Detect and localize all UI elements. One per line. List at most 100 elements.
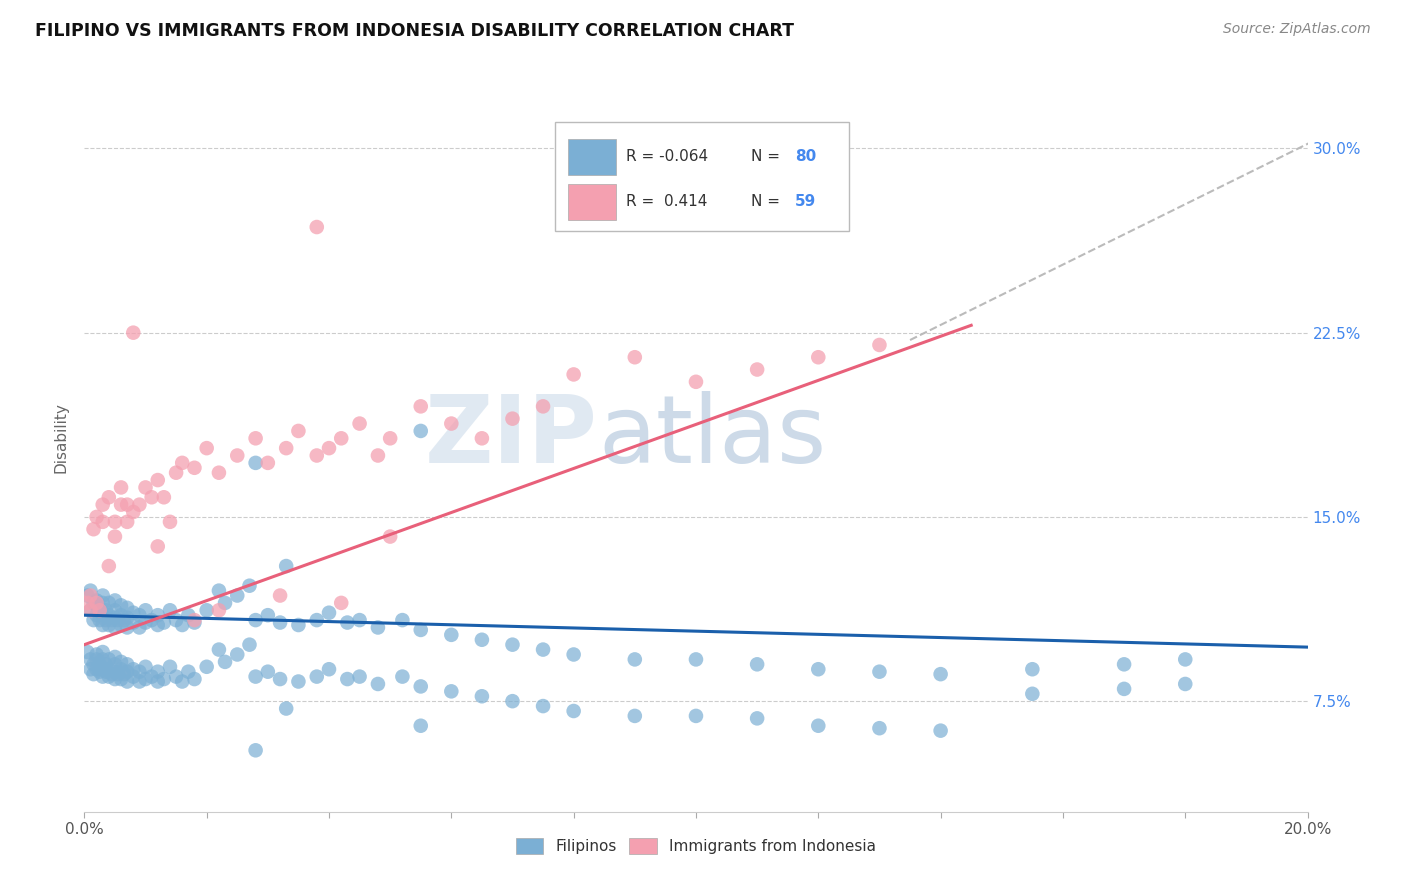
Point <box>409 719 432 733</box>
Point <box>91 498 114 512</box>
Point <box>624 709 647 723</box>
Point <box>807 719 830 733</box>
Point <box>318 441 340 455</box>
Point <box>83 657 105 672</box>
Point <box>685 709 707 723</box>
Point <box>91 515 114 529</box>
Point <box>91 618 114 632</box>
Point <box>97 608 120 623</box>
Point <box>110 480 132 494</box>
Point <box>97 662 120 676</box>
Point <box>531 400 554 414</box>
Point <box>409 680 432 694</box>
Point <box>146 665 169 679</box>
Point <box>245 456 267 470</box>
Point <box>135 615 157 630</box>
Point <box>269 589 291 603</box>
Point <box>195 603 218 617</box>
Point <box>245 743 267 757</box>
Point <box>122 505 145 519</box>
Point <box>1174 652 1197 666</box>
Point <box>409 623 432 637</box>
Text: N =: N = <box>751 149 780 164</box>
Point <box>146 608 169 623</box>
Point <box>86 652 108 666</box>
Point <box>79 583 101 598</box>
Point <box>531 699 554 714</box>
Point <box>97 596 120 610</box>
Point <box>122 326 145 340</box>
Point <box>471 431 494 445</box>
Point <box>208 583 231 598</box>
Point <box>76 645 98 659</box>
Point <box>238 638 260 652</box>
Point <box>276 441 298 455</box>
Point <box>86 596 108 610</box>
Point <box>83 613 105 627</box>
Point <box>305 670 328 684</box>
Point <box>115 665 138 679</box>
Point <box>107 667 129 681</box>
Point <box>97 618 120 632</box>
Point <box>110 655 132 669</box>
Text: N =: N = <box>751 194 780 210</box>
Point <box>86 510 108 524</box>
Point <box>128 620 150 634</box>
Point <box>226 589 249 603</box>
Point <box>104 610 127 624</box>
Point <box>440 417 463 431</box>
Point <box>409 424 432 438</box>
FancyBboxPatch shape <box>568 184 616 219</box>
Point <box>94 657 117 672</box>
Point <box>110 608 132 623</box>
Point <box>83 596 105 610</box>
Point <box>104 649 127 664</box>
Point <box>86 648 108 662</box>
Point <box>104 530 127 544</box>
Point <box>91 645 114 659</box>
Point <box>97 652 120 666</box>
Point <box>104 672 127 686</box>
Point <box>208 466 231 480</box>
Point <box>172 674 194 689</box>
Point <box>128 665 150 679</box>
Point <box>115 657 138 672</box>
Point <box>195 441 218 455</box>
Point <box>141 670 163 684</box>
Point <box>122 615 145 630</box>
Point <box>101 667 124 681</box>
Point <box>747 362 769 376</box>
Point <box>318 662 340 676</box>
Point <box>86 599 108 613</box>
Point <box>330 431 353 445</box>
Point <box>115 600 138 615</box>
Point <box>807 662 830 676</box>
Point <box>238 579 260 593</box>
Point <box>287 674 309 689</box>
Point <box>115 498 138 512</box>
Point <box>79 662 101 676</box>
FancyBboxPatch shape <box>555 122 849 231</box>
Point <box>91 652 114 666</box>
Point <box>349 417 371 431</box>
Point <box>685 375 707 389</box>
Point <box>107 613 129 627</box>
Point <box>97 490 120 504</box>
Point <box>869 721 891 735</box>
Point <box>747 657 769 672</box>
Point <box>562 368 585 382</box>
Point <box>83 667 105 681</box>
Point <box>172 618 194 632</box>
Point <box>807 350 830 364</box>
Point <box>110 599 132 613</box>
Point <box>128 608 150 623</box>
Point <box>562 704 585 718</box>
Point <box>159 515 181 529</box>
Text: Source: ZipAtlas.com: Source: ZipAtlas.com <box>1223 22 1371 37</box>
Point <box>115 610 138 624</box>
Point <box>685 652 707 666</box>
Point <box>245 431 267 445</box>
Point <box>79 652 101 666</box>
Point <box>165 613 187 627</box>
Point <box>183 460 205 475</box>
